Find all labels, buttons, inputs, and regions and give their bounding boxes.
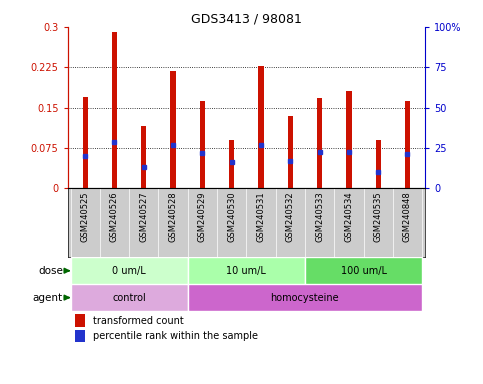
- Text: GSM240525: GSM240525: [81, 192, 90, 242]
- Text: 0 um/L: 0 um/L: [112, 266, 146, 276]
- Bar: [71, 284, 188, 311]
- Text: GSM240535: GSM240535: [374, 192, 383, 242]
- Text: GSM240527: GSM240527: [139, 192, 148, 242]
- Bar: [258, 66, 264, 188]
- Text: 10 um/L: 10 um/L: [227, 266, 266, 276]
- Text: homocysteine: homocysteine: [270, 293, 339, 303]
- Text: GSM240534: GSM240534: [344, 192, 354, 242]
- Bar: [75, 314, 85, 326]
- Bar: [188, 257, 305, 284]
- Bar: [112, 32, 117, 188]
- Bar: [71, 257, 188, 284]
- Text: GSM240528: GSM240528: [169, 192, 178, 242]
- Text: GSM240531: GSM240531: [256, 192, 266, 242]
- Text: agent: agent: [33, 293, 63, 303]
- Bar: [375, 140, 381, 188]
- Bar: [170, 71, 176, 188]
- Bar: [188, 284, 422, 311]
- Text: dose: dose: [38, 266, 63, 276]
- Text: percentile rank within the sample: percentile rank within the sample: [93, 331, 257, 341]
- Bar: [75, 330, 85, 342]
- Bar: [346, 91, 352, 188]
- Text: 100 um/L: 100 um/L: [341, 266, 386, 276]
- Text: GSM240532: GSM240532: [286, 192, 295, 242]
- Title: GDS3413 / 98081: GDS3413 / 98081: [191, 13, 302, 26]
- Text: GSM240529: GSM240529: [198, 192, 207, 242]
- Text: control: control: [112, 293, 146, 303]
- Bar: [141, 126, 146, 188]
- Bar: [317, 98, 322, 188]
- Bar: [305, 257, 422, 284]
- Bar: [83, 97, 88, 188]
- Bar: [288, 116, 293, 188]
- Bar: [200, 101, 205, 188]
- Text: GSM240533: GSM240533: [315, 192, 324, 242]
- Text: GSM240848: GSM240848: [403, 192, 412, 242]
- Text: transformed count: transformed count: [93, 316, 184, 326]
- Text: GSM240530: GSM240530: [227, 192, 236, 242]
- Bar: [229, 140, 234, 188]
- Bar: [405, 101, 410, 188]
- Text: GSM240526: GSM240526: [110, 192, 119, 242]
